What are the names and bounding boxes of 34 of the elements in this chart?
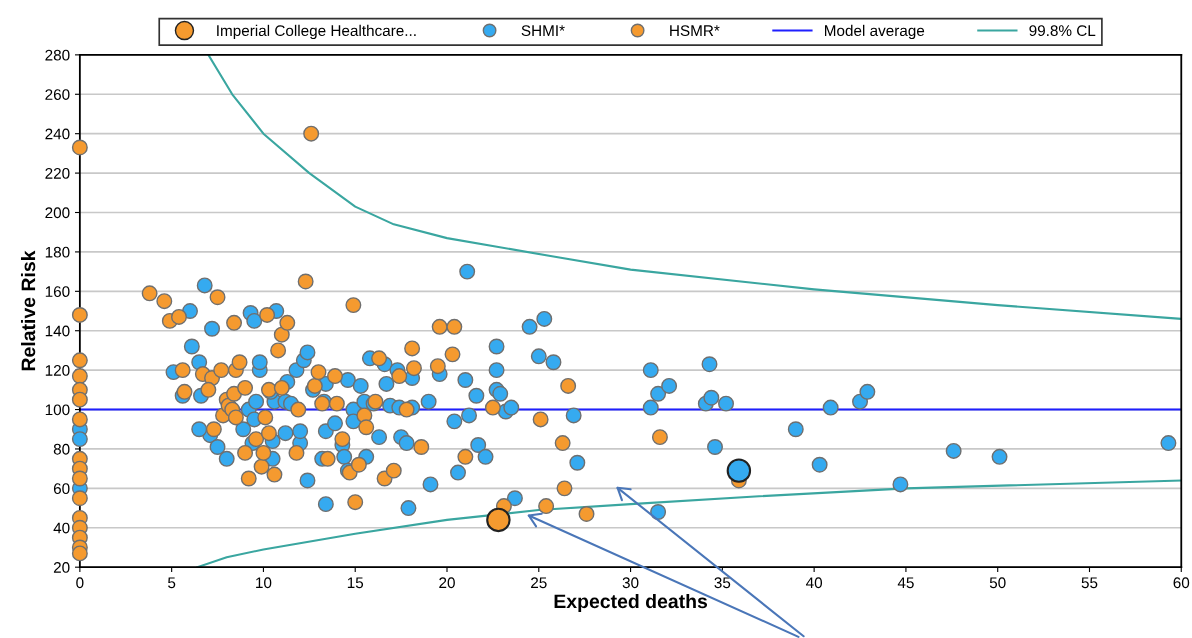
x-tick-label: 30 [622,577,639,589]
y-tick-label: 280 [45,49,70,61]
y-tick-label: 60 [53,483,70,495]
x-tick-label: 0 [76,577,84,589]
x-tick-label: 15 [347,577,364,589]
y-tick-label: 220 [45,167,70,179]
y-tick-label: 140 [45,325,70,337]
y-tick-label: 80 [53,443,70,455]
x-tick-label: 35 [714,577,731,589]
y-tick-label: 20 [53,562,70,573]
legend-label: SHMI* [521,25,565,37]
legend-label: 99.8% CL [1029,25,1096,37]
x-tick-label: 5 [168,577,176,589]
y-tick-label: 100 [45,404,70,416]
y-tick-label: 40 [53,522,70,534]
x-tick-label: 45 [897,577,914,589]
x-tick-label: 40 [805,577,823,589]
y-tick-label: 120 [45,365,70,376]
y-axis-title: Relative Risk [20,250,36,371]
x-tick-label: 55 [1081,577,1098,589]
y-tick-label: 260 [45,89,70,100]
x-axis-title: Expected deaths [554,593,708,613]
x-tick-label: 50 [989,577,1006,589]
y-tick-label: 240 [45,128,70,140]
y-tick-label: 200 [45,207,70,219]
x-tick-label: 25 [531,577,547,589]
x-tick-label: 60 [1173,577,1190,589]
x-tick-label: 20 [439,577,455,589]
legend-label: Imperial College Healthcare... [217,24,416,40]
x-tick-label: 10 [256,577,272,589]
y-tick-label: 160 [45,286,70,298]
legend-label: HSMR* [670,25,720,37]
legend-label: Model average [825,24,925,40]
y-tick-label: 180 [45,246,70,258]
